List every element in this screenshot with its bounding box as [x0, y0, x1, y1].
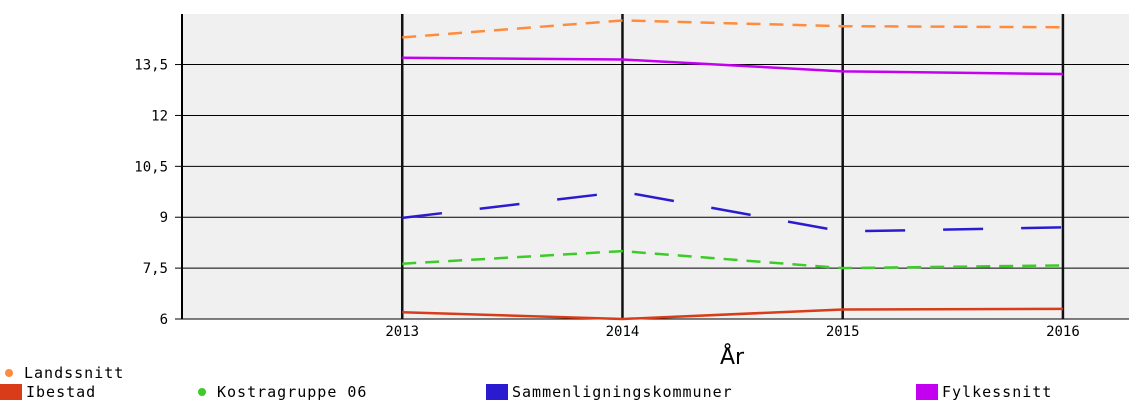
y-tick-labels: 6 7,5 9 10,5 12 13,5 [134, 58, 182, 328]
y-tick-label: 9 [160, 210, 168, 226]
y-tick-label: 6 [160, 312, 168, 328]
legend-marker [486, 384, 508, 400]
series-line-3 [402, 249, 1063, 270]
series-line-1 [402, 56, 1063, 76]
x-tick-labels: 2013 2014 2015 2016 [385, 324, 1079, 340]
y-tick-label: 7,5 [143, 261, 168, 277]
x-tick-label: 2015 [826, 324, 860, 340]
x-tick-label: 2016 [1046, 324, 1080, 340]
y-tick-label: 12 [151, 108, 168, 124]
gridlines [182, 14, 1129, 320]
legend-label: Ibestad [26, 383, 96, 401]
legend-label: Kostragruppe 06 [217, 383, 367, 401]
x-axis-title: År [720, 343, 745, 370]
y-tick-label: 13,5 [134, 58, 168, 74]
legend-label: Landssnitt [24, 364, 124, 382]
series-line-0 [402, 19, 1063, 39]
series-lines [402, 19, 1063, 321]
y-tick-label: 10,5 [134, 159, 168, 175]
x-tick-label: 2014 [606, 324, 640, 340]
series-line-4 [402, 307, 1063, 321]
legend-marker [916, 384, 938, 400]
legend-label: Sammenligningskommuner [512, 383, 733, 401]
legend-label: Fylkessnitt [942, 383, 1052, 401]
series-line-2 [402, 190, 1063, 233]
legend-marker [5, 369, 13, 377]
legend-marker [0, 384, 22, 400]
x-tick-label: 2013 [385, 324, 419, 340]
legend-marker [198, 388, 206, 396]
